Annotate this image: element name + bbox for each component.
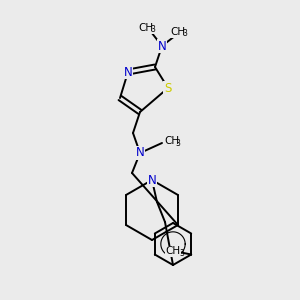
Text: N: N: [158, 40, 166, 52]
Text: N: N: [124, 65, 132, 79]
Text: N: N: [148, 173, 156, 187]
Text: S: S: [164, 82, 172, 94]
Text: CH: CH: [164, 136, 179, 146]
Text: CH: CH: [138, 23, 154, 33]
Text: 3: 3: [183, 29, 188, 38]
Text: 3: 3: [176, 139, 180, 148]
Text: N: N: [136, 146, 144, 160]
Text: 3: 3: [180, 249, 184, 258]
Text: CH: CH: [166, 247, 181, 256]
Text: 3: 3: [151, 26, 155, 34]
Text: CH: CH: [170, 27, 186, 37]
